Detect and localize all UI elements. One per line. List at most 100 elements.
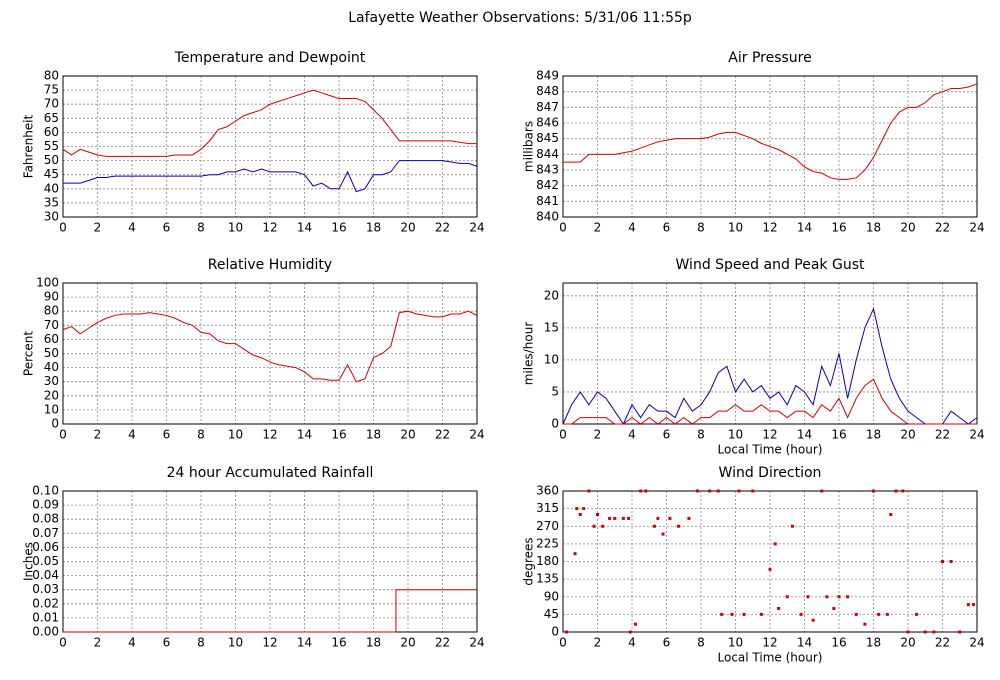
data-point	[652, 524, 656, 528]
data-line	[63, 589, 477, 633]
y-tick-label: 315	[536, 501, 559, 515]
y-tick-label: 0.04	[32, 568, 59, 582]
x-tick-label: 10	[228, 221, 243, 235]
data-line	[563, 378, 977, 425]
x-tick-label: 16	[331, 636, 346, 650]
y-tick-label: 10	[44, 402, 59, 416]
y-tick-label: 60	[44, 125, 59, 139]
data-point	[564, 630, 568, 634]
y-tick-label: 845	[536, 131, 559, 145]
y-tick-label: 40	[44, 360, 59, 374]
data-point	[730, 612, 734, 616]
x-tick-label: 8	[197, 428, 205, 442]
data-point	[759, 612, 763, 616]
x-tick-label: 24	[469, 636, 484, 650]
data-point	[716, 489, 720, 493]
x-tick-label: 18	[866, 221, 881, 235]
y-axis-label: degrees	[522, 537, 536, 585]
y-tick-label: 849	[536, 69, 559, 83]
data-point	[601, 524, 605, 528]
y-tick-label: 70	[44, 318, 59, 332]
x-tick-label: 2	[594, 636, 602, 650]
panel-title: Wind Speed and Peak Gust	[676, 257, 865, 273]
y-tick-label: 70	[44, 97, 59, 111]
x-tick-label: 8	[697, 428, 705, 442]
x-tick-label: 24	[469, 221, 484, 235]
figure-title: Lafayette Weather Observations: 5/31/06 …	[348, 10, 692, 26]
y-tick-label: 80	[44, 69, 59, 83]
data-point	[628, 630, 632, 634]
x-tick-label: 2	[594, 221, 602, 235]
data-point	[889, 513, 893, 516]
x-tick-label: 2	[94, 636, 102, 650]
y-tick-label: 844	[536, 147, 559, 161]
data-point	[656, 516, 660, 520]
x-tick-label: 4	[628, 221, 636, 235]
x-tick-label: 14	[297, 428, 312, 442]
y-tick-label: 5	[551, 384, 559, 398]
y-tick-label: 50	[44, 153, 59, 167]
x-tick-label: 24	[969, 428, 984, 442]
x-tick-label: 22	[435, 221, 450, 235]
data-point	[932, 630, 936, 634]
x-tick-label: 8	[197, 636, 205, 650]
y-axis-label: miles/hour	[522, 322, 536, 386]
y-tick-label: 90	[44, 290, 59, 304]
y-tick-label: 35	[44, 195, 59, 209]
y-tick-label: 846	[536, 116, 559, 130]
y-tick-label: 843	[536, 163, 559, 177]
x-tick-label: 12	[262, 221, 277, 235]
x-tick-label: 6	[663, 221, 671, 235]
x-tick-label: 4	[128, 221, 136, 235]
data-point	[696, 489, 700, 493]
data-point	[751, 489, 755, 493]
y-axis-label: millibars	[522, 121, 536, 172]
data-point	[958, 630, 962, 634]
data-point	[668, 516, 672, 520]
x-tick-label: 18	[366, 636, 381, 650]
data-point	[608, 516, 612, 520]
x-tick-label: 16	[831, 221, 846, 235]
x-tick-label: 20	[900, 636, 915, 650]
y-tick-label: 135	[536, 572, 559, 586]
x-tick-label: 16	[831, 428, 846, 442]
data-point	[573, 552, 577, 556]
y-tick-label: 0.06	[32, 540, 59, 554]
plot-frame	[62, 75, 478, 218]
panel-title: Air Pressure	[728, 50, 811, 66]
y-tick-label: 841	[536, 194, 559, 208]
x-tick-label: 0	[59, 428, 67, 442]
x-tick-label: 22	[935, 428, 950, 442]
plot-frame	[562, 75, 978, 218]
x-tick-label: 14	[297, 636, 312, 650]
y-tick-label: 50	[44, 346, 59, 360]
panel-title: Wind Direction	[719, 465, 822, 481]
x-axis-label: Local Time (hour)	[718, 651, 823, 665]
x-tick-label: 10	[728, 636, 743, 650]
x-tick-label: 22	[435, 636, 450, 650]
x-tick-label: 20	[400, 636, 415, 650]
data-point	[582, 507, 586, 511]
data-point	[863, 622, 867, 626]
data-point	[592, 524, 596, 528]
data-line	[62, 310, 478, 383]
x-tick-label: 16	[831, 636, 846, 650]
y-tick-label: 10	[544, 352, 559, 366]
data-point	[790, 524, 794, 528]
data-point	[621, 516, 625, 520]
x-tick-label: 20	[400, 428, 415, 442]
data-point	[949, 560, 953, 563]
y-tick-label: 270	[536, 519, 559, 533]
y-tick-label: 20	[44, 388, 59, 402]
y-tick-label: 0.08	[32, 512, 59, 526]
y-tick-label: 842	[536, 178, 559, 192]
data-point	[872, 489, 875, 493]
x-tick-label: 8	[697, 636, 705, 650]
data-line	[563, 83, 978, 180]
y-tick-label: 225	[536, 536, 559, 550]
y-tick-label: 180	[536, 554, 559, 568]
plot-frame	[562, 282, 978, 425]
x-tick-label: 20	[900, 428, 915, 442]
panel-title: Temperature and Dewpoint	[174, 50, 366, 66]
